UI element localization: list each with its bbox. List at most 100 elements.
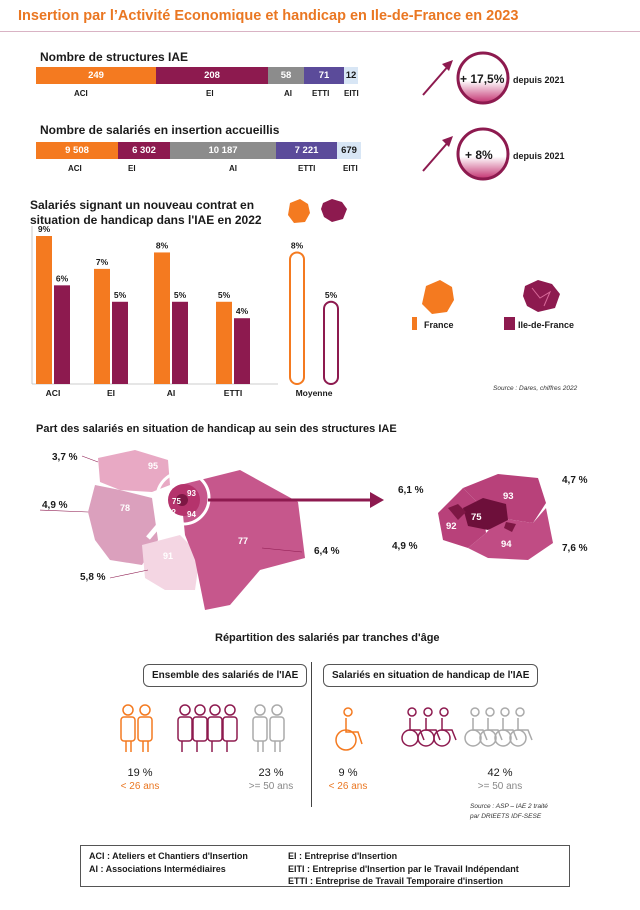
pct-94: 7,6 %: [562, 543, 588, 554]
pct-92: 4,9 %: [392, 541, 418, 552]
bar-value-label: 6%: [56, 273, 69, 283]
right-young-label: < 26 ans: [328, 781, 368, 792]
bois-de-boulogne-shape: [448, 504, 466, 520]
pct-95: 3,7 %: [52, 452, 78, 463]
arrow-head-icon: [442, 60, 453, 71]
france-map-icon: [422, 280, 454, 314]
leader-78: [40, 509, 89, 513]
dept-77-shape: [180, 470, 305, 610]
legend-label-france: France: [424, 320, 454, 330]
bar-value-label: 9%: [38, 226, 51, 234]
bar-value-label: 5%: [325, 290, 338, 300]
zoom-code-92: 92: [446, 521, 457, 532]
salaries-seg-eiti: 679: [337, 142, 361, 159]
structures-seg-eiti: 12: [344, 67, 358, 84]
category-label: Moyenne: [296, 388, 333, 398]
dept-78-shape: [88, 485, 158, 565]
young-people-icon: [120, 704, 153, 752]
petite-couronne-map: [438, 474, 553, 560]
salaries-change: + 8%: [465, 148, 493, 162]
salaries-seg-etti: 7 221: [276, 142, 337, 159]
left-young-pct: 19 %: [127, 767, 153, 779]
bar-etti-idf: [234, 318, 250, 384]
bar-value-label: 5%: [218, 290, 231, 300]
category-label: AI: [167, 388, 176, 398]
bar-moyenne-france: [289, 251, 305, 386]
cat-label: EI: [206, 89, 214, 98]
left-young-label: < 26 ans: [120, 781, 160, 792]
bois-de-vincennes-shape: [504, 522, 516, 532]
bar-value-label: 5%: [174, 290, 187, 300]
leader-95: [81, 455, 99, 463]
bar-ai-idf: [172, 301, 188, 384]
france-map-icon: [288, 199, 310, 223]
glossary-etti: ETTI : Entreprise de Travail Temporaire …: [288, 876, 504, 886]
bar-value-label: 8%: [291, 240, 304, 250]
seniors-icon: [252, 704, 285, 752]
legend-swatch-france: [412, 317, 417, 330]
cat-label: ACI: [74, 89, 88, 98]
adults-wheelchair-icon: [401, 707, 457, 747]
age-left-icons: [120, 704, 285, 752]
zoom-code-93: 93: [503, 491, 514, 502]
age-section-title: Répartition des salariés par tranches d'…: [215, 632, 440, 644]
bar-ei-idf: [112, 301, 128, 384]
salaries-growth-badge: [422, 127, 510, 181]
bar-ai-france: [154, 252, 170, 384]
salaries-seg-ai: 10 187: [170, 142, 276, 159]
structures-growth-badge: [422, 51, 510, 105]
dept-code-77: 77: [238, 536, 249, 546]
cat-label: EITI: [344, 89, 359, 98]
structures-seg-ei: 208: [156, 67, 268, 84]
zoom-code-94: 94: [501, 539, 512, 550]
seniors-wheelchair-icon: [464, 707, 533, 747]
cat-label: ETTI: [312, 89, 330, 98]
adults-icon: [177, 704, 238, 752]
salaries-since: depuis 2021: [513, 151, 565, 161]
arrow-up-icon: [422, 139, 451, 172]
cat-label: EITI: [343, 164, 358, 173]
structures-seg-aci: 249: [36, 67, 156, 84]
young-wheelchair-icon: [335, 707, 363, 751]
cat-label: ACI: [68, 164, 82, 173]
arrow-head-icon: [442, 136, 453, 147]
bar-moyenne-idf: [323, 300, 339, 385]
dept-93-shape: [463, 474, 546, 523]
glossary-ai: AI : Associations Intermédiaires: [89, 864, 226, 874]
arrow-up-icon: [422, 63, 451, 96]
dept-code-94-small: 94: [187, 510, 196, 519]
bar-value-label: 4%: [236, 306, 249, 316]
dept-75-shape: [463, 498, 508, 530]
age-divider: [311, 662, 312, 807]
structures-seg-etti: 71: [304, 67, 344, 84]
age-left-box: Ensemble des salariés de l'IAE: [143, 664, 308, 687]
zoom-code-75: 75: [471, 512, 482, 523]
cat-label: AI: [229, 164, 237, 173]
dept-code-91: 91: [163, 551, 174, 561]
left-old-label: >= 50 ans: [248, 781, 294, 792]
age-source-line1: Source : ASP – IAE 2 traité: [470, 803, 548, 810]
map-section-title: Part des salariés en situation de handic…: [36, 423, 397, 435]
zoom-lens-icon: [155, 470, 211, 526]
cat-label: EI: [128, 164, 136, 173]
age-source-line2: par DRIEETS IDF-SESE: [470, 813, 542, 820]
age-right-icons: [335, 707, 533, 751]
idf-departments-map: [40, 450, 384, 610]
age-right-box: Salariés en situation de handicap de l'I…: [323, 664, 539, 687]
category-label: ETTI: [224, 388, 242, 398]
cat-label: ETTI: [298, 164, 316, 173]
chart-map-legend-icons: [288, 199, 347, 223]
right-old-label: >= 50 ans: [477, 781, 523, 792]
idf-outline: [531, 287, 552, 307]
pct-78: 4,9 %: [42, 500, 68, 511]
zoom-handle-icon: [146, 516, 167, 540]
dept-code-92-small: 92: [167, 508, 176, 517]
idf-map-icon: [523, 280, 560, 312]
structures-seg-ai: 58: [268, 67, 304, 84]
dept-code-95: 95: [148, 461, 159, 471]
cat-label: AI: [284, 89, 292, 98]
left-old-pct: 23 %: [258, 767, 284, 779]
bar-chart: 9% 6% ACI 7% 5% EI 8% 5% AI 5% 4% ETTI 8% 5% Moyenne: [31, 226, 339, 398]
right-old-pct: 42 %: [487, 767, 513, 779]
bar-value-label: 5%: [114, 290, 127, 300]
